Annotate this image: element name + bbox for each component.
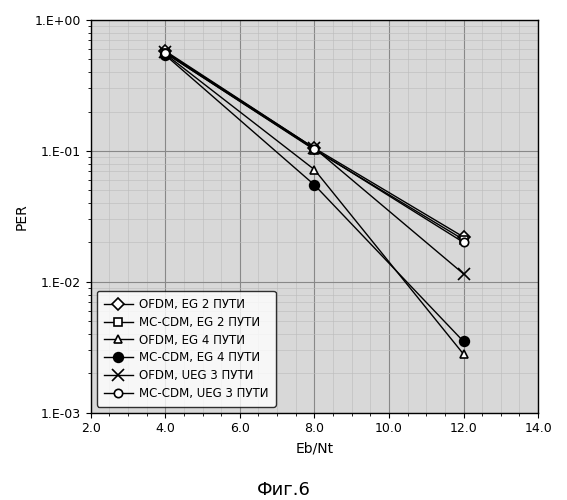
OFDM, EG 2 ПУТИ — [311, 145, 318, 151]
Line: MC-CDM, EG 4 ПУТИ: MC-CDM, EG 4 ПУТИ — [160, 50, 468, 346]
Line: MC-CDM, UEG 3 ПУТИ: MC-CDM, UEG 3 ПУТИ — [161, 49, 468, 246]
OFDM, UEG 3 ПУТИ — [162, 49, 168, 55]
Line: MC-CDM, EG 2 ПУТИ: MC-CDM, EG 2 ПУТИ — [161, 49, 468, 244]
OFDM, EG 4 ПУТИ — [162, 51, 168, 57]
Line: OFDM, UEG 3 ПУТИ: OFDM, UEG 3 ПУТИ — [160, 46, 469, 280]
MC-CDM, EG 4 ПУТИ — [162, 52, 168, 58]
MC-CDM, UEG 3 ПУТИ — [460, 240, 467, 246]
MC-CDM, EG 4 ПУТИ — [460, 338, 467, 344]
MC-CDM, UEG 3 ПУТИ — [311, 146, 318, 152]
OFDM, UEG 3 ПУТИ — [460, 271, 467, 277]
Text: Фиг.6: Фиг.6 — [256, 481, 311, 499]
MC-CDM, EG 2 ПУТИ — [162, 50, 168, 56]
OFDM, UEG 3 ПУТИ — [311, 145, 318, 151]
MC-CDM, EG 2 ПУТИ — [460, 236, 467, 242]
OFDM, EG 2 ПУТИ — [162, 48, 168, 54]
OFDM, EG 4 ПУТИ — [311, 166, 318, 172]
X-axis label: Eb/Nt: Eb/Nt — [295, 441, 333, 455]
OFDM, EG 4 ПУТИ — [460, 351, 467, 357]
Line: OFDM, EG 4 ПУТИ: OFDM, EG 4 ПУТИ — [161, 50, 468, 358]
Y-axis label: PER: PER — [15, 203, 29, 230]
OFDM, EG 2 ПУТИ — [460, 234, 467, 240]
MC-CDM, EG 4 ПУТИ — [311, 182, 318, 188]
Legend: OFDM, EG 2 ПУТИ, MC-CDM, EG 2 ПУТИ, OFDM, EG 4 ПУТИ, MC-CDM, EG 4 ПУТИ, OFDM, UE: OFDM, EG 2 ПУТИ, MC-CDM, EG 2 ПУТИ, OFDM… — [96, 291, 276, 407]
MC-CDM, EG 2 ПУТИ — [311, 147, 318, 153]
MC-CDM, UEG 3 ПУТИ — [162, 50, 168, 56]
Line: OFDM, EG 2 ПУТИ: OFDM, EG 2 ПУТИ — [161, 47, 468, 241]
